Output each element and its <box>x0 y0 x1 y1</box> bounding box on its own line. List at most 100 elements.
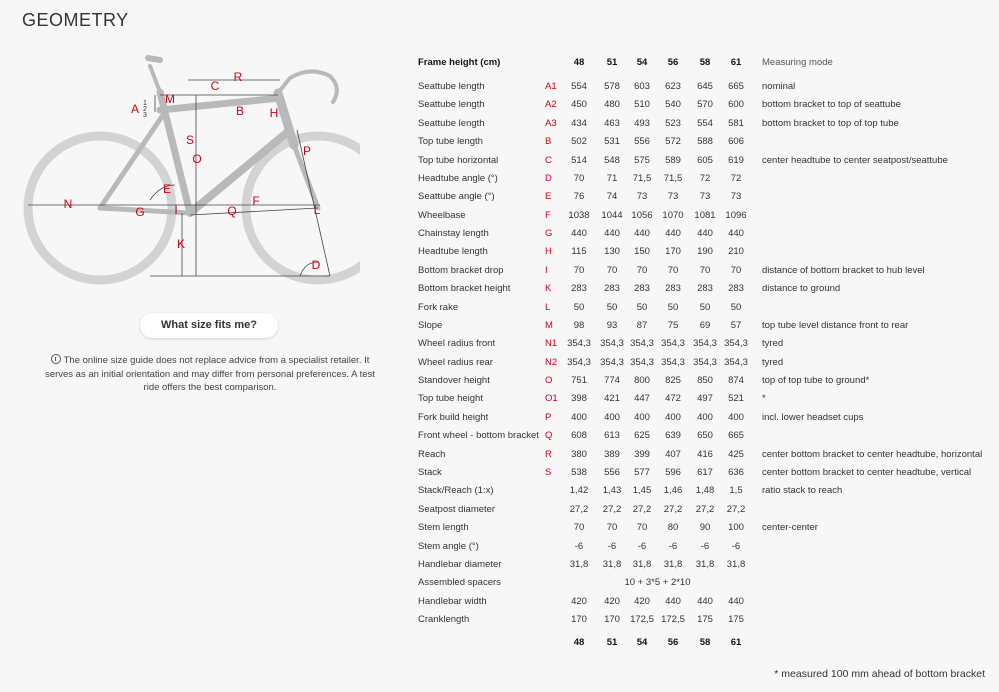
diagram-label: H <box>270 106 279 120</box>
row-value: 27,2 <box>695 503 715 515</box>
row-value: 80 <box>667 522 679 534</box>
row-value: 554 <box>697 117 713 129</box>
row-value: 87 <box>636 319 648 331</box>
row-value: 69 <box>699 319 711 331</box>
row-value: 73 <box>730 191 742 203</box>
row-value: 70 <box>730 264 742 276</box>
row-value: 400 <box>634 411 650 423</box>
row-code: P <box>545 411 552 423</box>
row-value: 497 <box>697 393 713 405</box>
row-value: 463 <box>604 117 620 129</box>
row-value: 493 <box>634 117 650 129</box>
row-value: 10 + 3*5 + 2*10 <box>624 577 691 589</box>
size-footer: 56 <box>667 637 679 648</box>
row-mode: nominal <box>762 81 796 92</box>
row-value: 480 <box>604 99 620 111</box>
row-value: 400 <box>604 411 620 423</box>
row-mode: top of top tube to ground* <box>762 375 870 387</box>
row-name: Bottom bracket drop <box>418 264 504 276</box>
row-name: Top tube height <box>418 393 483 405</box>
row-mode: tyred <box>762 356 784 368</box>
row-name: Reach <box>418 448 446 460</box>
row-value: 50 <box>606 301 618 313</box>
row-value: 420 <box>571 595 587 607</box>
row-value: 100 <box>728 522 744 534</box>
size-header: 54 <box>636 57 648 68</box>
row-value: 589 <box>665 154 681 166</box>
row-name: Top tube horizontal <box>418 154 499 166</box>
row-value: 27,2 <box>663 503 683 515</box>
row-value: 27,2 <box>632 503 652 515</box>
row-name: Seatpost diameter <box>418 503 496 515</box>
row-value: 606 <box>728 136 744 148</box>
size-header: 58 <box>699 57 711 68</box>
row-mode: center headtube to center seatpost/seatt… <box>762 154 948 166</box>
row-value: 71,5 <box>632 172 652 184</box>
row-code: F <box>545 209 551 221</box>
row-value: 434 <box>571 117 587 129</box>
row-code: N2 <box>545 356 558 368</box>
row-value: 407 <box>665 448 681 460</box>
row-value: 440 <box>697 228 713 240</box>
row-value: 665 <box>728 430 744 442</box>
row-code: I <box>545 264 548 276</box>
row-name: Cranklength <box>418 614 470 626</box>
info-note: The online size guide does not replace a… <box>45 354 375 395</box>
size-header: 61 <box>730 57 742 68</box>
row-value: 800 <box>634 375 650 387</box>
row-value: 416 <box>697 448 713 460</box>
row-value: 172,5 <box>661 614 685 626</box>
row-code: L <box>545 301 551 313</box>
row-value: 175 <box>728 614 744 626</box>
row-code: G <box>545 228 553 240</box>
row-value: 421 <box>604 393 620 405</box>
row-value: 172,5 <box>630 614 654 626</box>
column-header: Frame height (cm) <box>418 57 501 68</box>
row-value: 540 <box>665 99 681 111</box>
diagram-label: C <box>211 79 220 93</box>
row-value: 400 <box>697 411 713 423</box>
row-value: 596 <box>665 466 681 478</box>
row-name: Stack/Reach (1:x) <box>418 485 494 497</box>
row-code: S <box>545 466 552 478</box>
row-value: 450 <box>571 99 587 111</box>
row-value: 354,3 <box>693 356 717 368</box>
row-value: 70 <box>573 264 585 276</box>
row-value: 639 <box>665 430 681 442</box>
row-value: 31,8 <box>695 558 715 570</box>
row-name: Front wheel - bottom bracket <box>418 430 539 442</box>
row-code: C <box>545 154 552 166</box>
size-header: 56 <box>667 57 679 68</box>
row-value: 575 <box>634 154 650 166</box>
row-value: 354,3 <box>693 338 717 350</box>
size-header: 48 <box>573 57 585 68</box>
row-value: 27,2 <box>569 503 589 515</box>
row-value: 1,45 <box>632 485 652 497</box>
size-guide-button[interactable]: What size fits me? <box>140 313 278 338</box>
row-name: Seattube length <box>418 117 485 129</box>
row-name: Top tube length <box>418 136 483 148</box>
row-value: 70 <box>636 264 648 276</box>
row-value: 354,3 <box>630 356 654 368</box>
row-code: D <box>545 172 552 184</box>
diagram-label: N <box>64 197 73 211</box>
row-mode: tyred <box>762 338 784 350</box>
row-name: Chainstay length <box>418 228 489 240</box>
row-code: A2 <box>545 99 557 111</box>
row-value: 1044 <box>601 209 623 221</box>
row-value: 93 <box>606 319 618 331</box>
diagram-label: G <box>135 205 144 219</box>
row-name: Headtube length <box>418 246 488 258</box>
row-value: 617 <box>697 466 713 478</box>
row-value: 400 <box>728 411 744 423</box>
row-value: 521 <box>728 393 744 405</box>
row-value: 170 <box>604 614 620 626</box>
row-code: E <box>545 191 552 203</box>
row-value: 380 <box>571 448 587 460</box>
row-value: 130 <box>604 246 620 258</box>
row-value: 389 <box>604 448 620 460</box>
diagram-label: M <box>165 92 175 106</box>
row-value: 283 <box>728 283 744 295</box>
row-value: 50 <box>699 301 711 313</box>
row-value: -6 <box>637 540 647 552</box>
